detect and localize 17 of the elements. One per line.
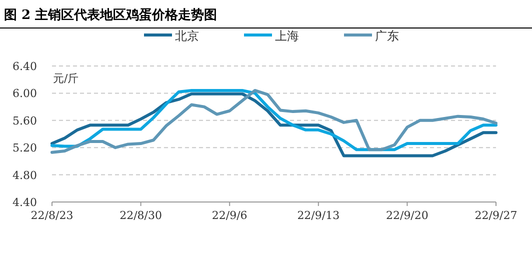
- y-tick-label: 5.20: [12, 142, 37, 155]
- x-tick-label: 22/9/20: [386, 209, 428, 222]
- y-tick-label: 6.00: [12, 87, 37, 100]
- y-tick-label: 5.60: [12, 114, 37, 128]
- y-tick-label: 4.80: [12, 168, 37, 182]
- legend-label: 广东: [375, 29, 399, 43]
- y-tick-label: 4.40: [12, 196, 37, 209]
- legend-label: 北京: [175, 29, 199, 43]
- y-tick-label: 6.40: [12, 60, 37, 73]
- y-axis-title: 元/斤: [53, 72, 79, 85]
- chart-title: 图 2 主销区代表地区鸡蛋价格走势图: [4, 7, 218, 23]
- x-tick-label: 22/9/13: [297, 209, 340, 222]
- x-tick-label: 22/9/6: [212, 209, 248, 222]
- x-tick-label: 22/9/27: [474, 209, 518, 222]
- x-tick-label: 22/8/23: [30, 209, 74, 222]
- legend-label: 上海: [275, 29, 299, 43]
- x-tick-label: 22/8/30: [120, 209, 162, 222]
